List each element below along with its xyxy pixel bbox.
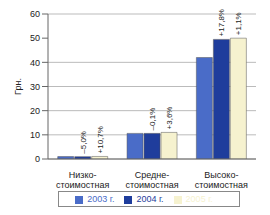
svg-text:Низко-: Низко- [69, 170, 97, 180]
html-text:2004 г.: 2004 г. [136, 194, 164, 204]
svg-text:30: 30 [30, 82, 40, 92]
svg-text:стоимостная: стоимостная [125, 180, 178, 190]
svg-text:стоимостная: стоимостная [56, 180, 109, 190]
svg-text:40: 40 [30, 58, 40, 68]
svg-text:+1,1%: +1,1% [234, 12, 243, 35]
svg-text:–5,0%: –5,0% [79, 131, 88, 154]
svg-text:10: 10 [30, 130, 40, 140]
svg-text:50: 50 [30, 33, 40, 43]
svg-text:60: 60 [30, 9, 40, 19]
svg-text:Высоко-: Высоко- [204, 170, 238, 180]
svg-text:0: 0 [35, 154, 40, 164]
svg-text:Грн.: Грн. [13, 78, 23, 95]
svg-text:20: 20 [30, 106, 40, 116]
svg-text:+10,7%: +10,7% [96, 126, 105, 153]
svg-text:стоимостная: стоимостная [195, 180, 248, 190]
svg-text:–0,1%: –0,1% [148, 108, 157, 131]
html-text:2005 г.: 2005 г. [185, 194, 213, 204]
svg-text:+3,6%: +3,6% [165, 107, 174, 130]
svg-text:+17,8%: +17,8% [217, 9, 226, 36]
html-text:2003 г.: 2003 г. [87, 194, 115, 204]
svg-text:Средне-: Средне- [135, 170, 170, 180]
